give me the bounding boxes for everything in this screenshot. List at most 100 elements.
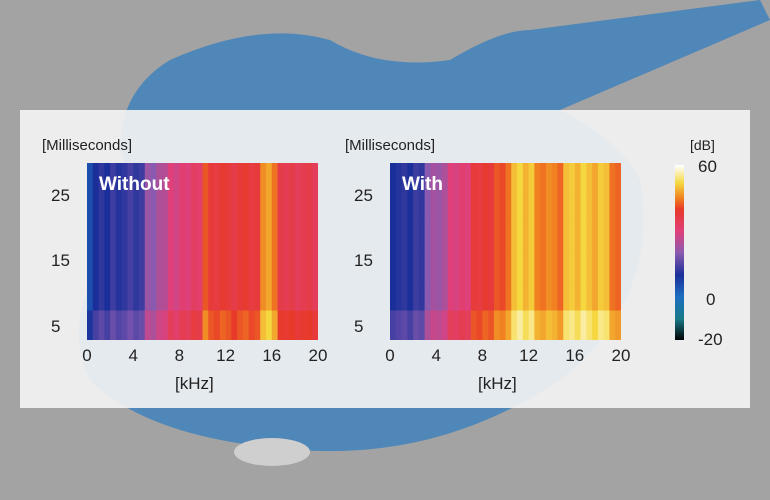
y-tick: 15 <box>354 251 373 271</box>
heatmap-cell <box>271 281 279 312</box>
heatmap-cell <box>430 222 437 253</box>
heatmap-cell <box>557 163 564 194</box>
heatmap-cell <box>441 163 449 194</box>
colorbar-segment <box>675 310 684 312</box>
heatmap-cell <box>87 281 94 312</box>
heatmap-cell <box>424 192 432 223</box>
colorbar-segment <box>675 207 684 209</box>
colorbar-segment <box>675 316 684 318</box>
heatmap-cell <box>87 192 94 223</box>
heatmap-cell <box>395 222 403 253</box>
heatmap-cell <box>413 192 420 223</box>
heatmap-cell <box>190 251 198 282</box>
x-tick: 16 <box>565 346 585 365</box>
heatmap-cell <box>225 310 232 340</box>
y-tick: 15 <box>51 251 70 271</box>
heatmap-cell <box>563 310 570 340</box>
heatmap-cell <box>248 281 256 312</box>
colorbar-segment <box>675 183 684 185</box>
heatmap-cell <box>615 222 621 253</box>
heatmap-cell <box>465 310 472 340</box>
heatmap-cell <box>586 163 593 194</box>
heatmap-cell <box>441 192 449 223</box>
heatmap-cell <box>115 310 123 340</box>
colorbar-segment <box>675 168 684 170</box>
heatmap-cell <box>248 163 256 194</box>
heatmap-cell <box>214 251 221 282</box>
colorbar-segment <box>675 177 684 179</box>
heatmap-cell <box>557 281 564 312</box>
colorbar-segment <box>675 201 684 203</box>
heatmap-cell <box>430 163 437 194</box>
heatmap-cell <box>493 281 501 312</box>
heatmap-cell <box>522 222 530 253</box>
colorbar-segment <box>675 175 684 177</box>
heatmap-cell <box>401 163 408 194</box>
heatmap-cell <box>231 222 238 253</box>
x-tick: 4 <box>431 346 441 365</box>
heatmap-cell <box>283 222 290 253</box>
colorbar-segment <box>675 333 684 335</box>
colorbar-segment <box>675 313 684 315</box>
colorbar-segment <box>675 240 684 242</box>
colorbar-segment <box>675 261 684 263</box>
heatmap-cell <box>459 310 466 340</box>
heatmap-cell <box>121 163 129 194</box>
colorbar-segment <box>675 290 684 292</box>
heatmap-cell <box>436 251 443 282</box>
colorbar-segment <box>675 271 684 273</box>
heatmap-cell <box>482 310 489 340</box>
heatmap-cell <box>202 281 209 312</box>
heatmap-cell <box>390 310 397 340</box>
heatmap-cell <box>98 192 105 223</box>
heatmap-cell <box>551 222 559 253</box>
heatmap-cell <box>395 192 403 223</box>
colorbar-segment <box>675 169 684 171</box>
heatmap-cell <box>615 163 621 194</box>
colorbar-segment <box>675 251 684 253</box>
heatmap-cell <box>517 310 524 340</box>
colorbar-segment <box>675 179 684 181</box>
heatmap-cell <box>603 222 611 253</box>
colorbar-segment <box>675 320 684 322</box>
colorbar-segment <box>675 253 684 255</box>
heatmap-cell <box>231 281 238 312</box>
colorbar-segment <box>675 228 684 230</box>
heatmap-cell <box>219 310 227 340</box>
colorbar-segment <box>675 186 684 188</box>
heatmap-cell <box>92 222 100 253</box>
heatmap-cell <box>306 281 313 312</box>
heatmap-cell <box>312 281 318 312</box>
heatmap-cell <box>563 192 570 223</box>
heatmap-cell <box>277 163 284 194</box>
colorbar-segment <box>675 194 684 196</box>
heatmap-cell <box>110 222 117 253</box>
colorbar-segment <box>675 307 684 309</box>
heatmap-cell <box>87 310 94 340</box>
heatmap-cell <box>447 251 455 282</box>
colorbar-segment <box>675 205 684 207</box>
heatmap-cell <box>476 251 483 282</box>
colorbar-segment <box>675 272 684 274</box>
heatmap-cell <box>266 163 273 194</box>
heatmap-cell <box>306 163 313 194</box>
colorbar-segment <box>675 197 684 199</box>
heatmap-cell <box>511 251 518 282</box>
heatmap-cell <box>499 222 507 253</box>
heatmap-cell <box>592 192 599 223</box>
colorbar-segment <box>675 277 684 279</box>
heatmap-cell <box>493 251 501 282</box>
heatmap-cell <box>283 310 290 340</box>
colorbar-segment <box>675 327 684 329</box>
heatmap-cell <box>260 310 267 340</box>
heatmap-cell <box>185 281 192 312</box>
colorbar-segment <box>675 299 684 301</box>
heatmap-cell <box>289 310 296 340</box>
heatmap-cell <box>436 281 443 312</box>
heatmap-cell <box>98 222 105 253</box>
heatmap-cell <box>465 251 472 282</box>
heatmap-cell <box>390 192 397 223</box>
heatmap-cell <box>609 192 616 223</box>
colorbar-segment <box>675 328 684 330</box>
colorbar-segment <box>675 285 684 287</box>
